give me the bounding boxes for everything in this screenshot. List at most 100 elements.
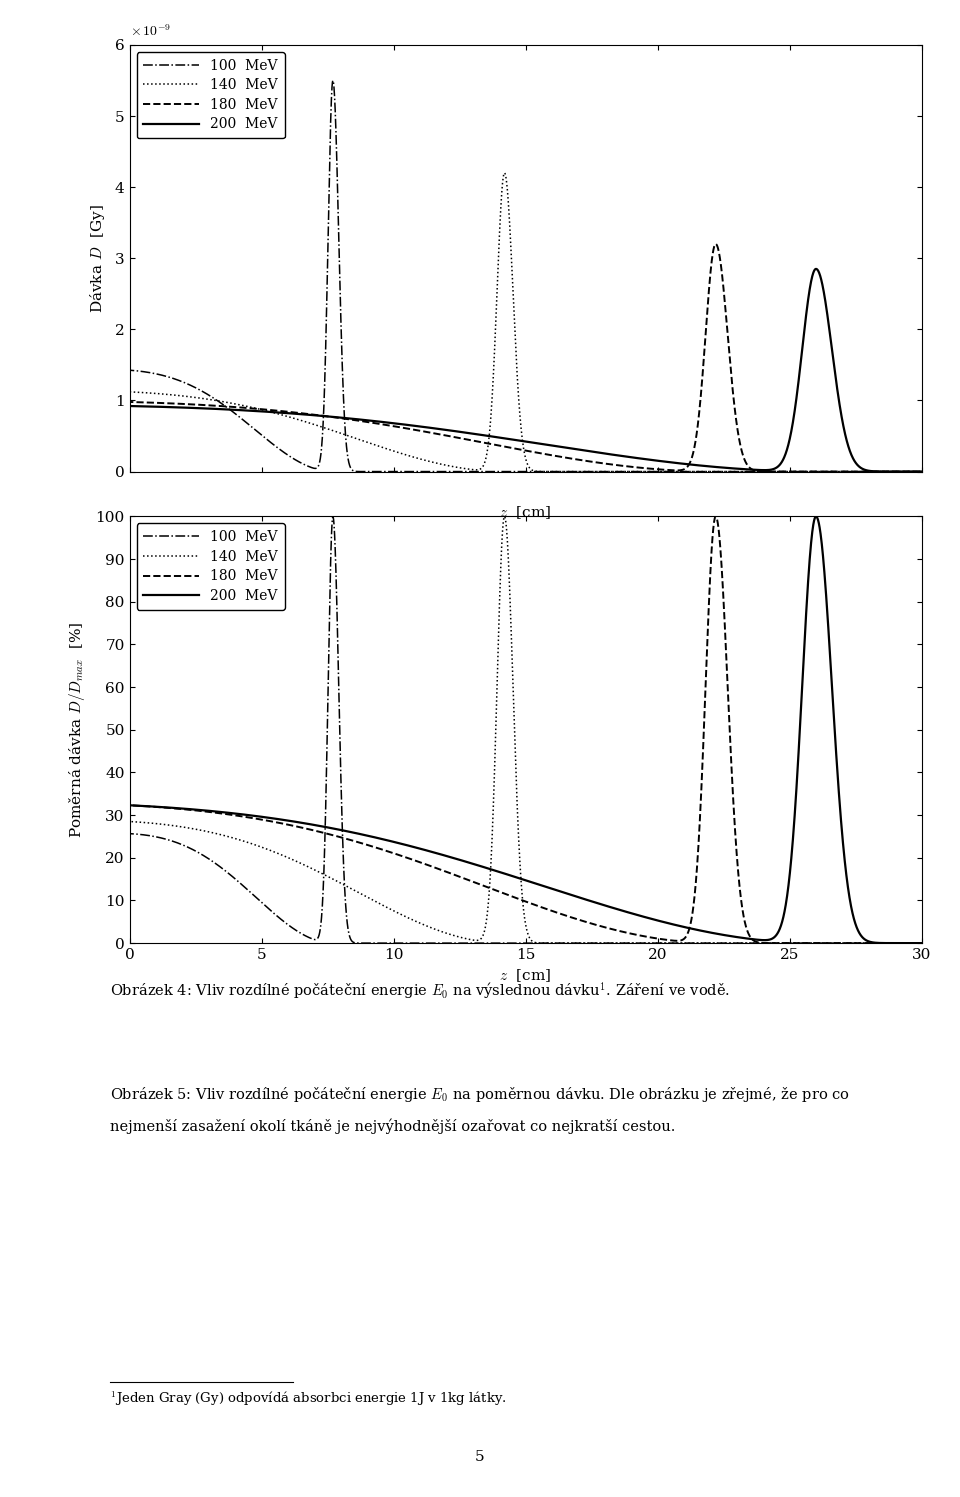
180  MeV bbox=[124, 789, 135, 807]
Y-axis label: Dávka $D$  [Gy]: Dávka $D$ [Gy] bbox=[87, 204, 107, 313]
100  MeV bbox=[500, 463, 512, 481]
100  MeV bbox=[356, 463, 368, 481]
100  MeV bbox=[124, 356, 135, 374]
100  MeV bbox=[700, 934, 711, 952]
X-axis label: $z$  [cm]: $z$ [cm] bbox=[499, 967, 552, 984]
200  MeV bbox=[852, 457, 864, 475]
140  MeV bbox=[457, 928, 468, 946]
100  MeV bbox=[916, 934, 927, 952]
Line: 100  MeV: 100 MeV bbox=[130, 516, 922, 943]
180  MeV bbox=[463, 431, 474, 449]
140  MeV bbox=[500, 169, 512, 187]
180  MeV bbox=[709, 235, 721, 253]
140  MeV bbox=[700, 463, 711, 481]
200  MeV bbox=[124, 394, 135, 412]
140  MeV bbox=[500, 515, 512, 533]
180  MeV bbox=[852, 934, 864, 952]
Line: 200  MeV: 200 MeV bbox=[130, 269, 922, 472]
140  MeV bbox=[499, 507, 511, 525]
200  MeV bbox=[699, 457, 710, 475]
100  MeV bbox=[852, 934, 864, 952]
100  MeV bbox=[892, 463, 903, 481]
Text: $z$  [cm]: $z$ [cm] bbox=[499, 504, 552, 521]
140  MeV bbox=[541, 934, 553, 952]
140  MeV bbox=[916, 463, 927, 481]
140  MeV bbox=[852, 463, 864, 481]
200  MeV bbox=[852, 922, 864, 940]
Text: $^1$Jeden Gray (Gy) odpovídá absorbci energie 1J v 1kg látky.: $^1$Jeden Gray (Gy) odpovídá absorbci en… bbox=[110, 1389, 507, 1407]
200  MeV bbox=[892, 463, 903, 481]
100  MeV bbox=[916, 463, 927, 481]
100  MeV bbox=[124, 819, 135, 837]
140  MeV bbox=[892, 463, 903, 481]
140  MeV bbox=[124, 805, 135, 823]
140  MeV bbox=[124, 379, 135, 397]
100  MeV bbox=[892, 934, 903, 952]
180  MeV bbox=[500, 439, 512, 457]
200  MeV bbox=[463, 853, 474, 871]
100  MeV bbox=[464, 463, 475, 481]
180  MeV bbox=[500, 885, 512, 903]
200  MeV bbox=[463, 424, 474, 442]
180  MeV bbox=[852, 463, 864, 481]
140  MeV bbox=[499, 165, 511, 183]
100  MeV bbox=[457, 463, 468, 481]
Line: 200  MeV: 200 MeV bbox=[130, 516, 922, 943]
Text: Obrázek 4: Vliv rozdílné počáteční energie $E_0$ na výslednou dávku$^1$. Záření : Obrázek 4: Vliv rozdílné počáteční energ… bbox=[110, 981, 731, 1001]
100  MeV bbox=[457, 934, 468, 952]
Text: Obrázek 5: Vliv rozdílné počáteční energie $E_0$ na poměrnou dávku. Dle obrázku : Obrázek 5: Vliv rozdílné počáteční energ… bbox=[110, 1085, 851, 1105]
180  MeV bbox=[699, 334, 710, 352]
200  MeV bbox=[457, 424, 468, 442]
180  MeV bbox=[770, 463, 781, 481]
200  MeV bbox=[810, 507, 822, 525]
180  MeV bbox=[463, 871, 474, 889]
180  MeV bbox=[699, 693, 710, 711]
140  MeV bbox=[457, 460, 468, 478]
Text: $\times\,10^{-9}$: $\times\,10^{-9}$ bbox=[130, 22, 171, 39]
180  MeV bbox=[457, 430, 468, 448]
100  MeV bbox=[356, 934, 368, 952]
140  MeV bbox=[463, 930, 474, 948]
140  MeV bbox=[852, 934, 864, 952]
100  MeV bbox=[327, 507, 339, 525]
200  MeV bbox=[124, 789, 135, 807]
180  MeV bbox=[916, 934, 927, 952]
200  MeV bbox=[892, 934, 903, 952]
140  MeV bbox=[916, 934, 927, 952]
Line: 100  MeV: 100 MeV bbox=[130, 81, 922, 472]
180  MeV bbox=[124, 389, 135, 407]
180  MeV bbox=[892, 463, 903, 481]
100  MeV bbox=[500, 934, 512, 952]
Text: nejmenší zasažení okolí tkáně je nejvýhodnější ozařovat co nejkratší cestou.: nejmenší zasažení okolí tkáně je nejvýho… bbox=[110, 1118, 676, 1133]
200  MeV bbox=[500, 865, 512, 883]
200  MeV bbox=[810, 260, 822, 278]
140  MeV bbox=[541, 463, 553, 481]
100  MeV bbox=[852, 463, 864, 481]
Line: 180  MeV: 180 MeV bbox=[130, 516, 922, 943]
180  MeV bbox=[916, 463, 927, 481]
Line: 180  MeV: 180 MeV bbox=[130, 244, 922, 472]
140  MeV bbox=[892, 934, 903, 952]
100  MeV bbox=[464, 934, 475, 952]
180  MeV bbox=[770, 934, 781, 952]
100  MeV bbox=[327, 72, 339, 90]
Text: 5: 5 bbox=[475, 1451, 485, 1464]
Legend: 100  MeV, 140  MeV, 180  MeV, 200  MeV: 100 MeV, 140 MeV, 180 MeV, 200 MeV bbox=[136, 52, 285, 138]
140  MeV bbox=[463, 460, 474, 478]
200  MeV bbox=[500, 430, 512, 448]
100  MeV bbox=[700, 463, 711, 481]
200  MeV bbox=[890, 934, 901, 952]
200  MeV bbox=[916, 934, 927, 952]
200  MeV bbox=[457, 852, 468, 870]
140  MeV bbox=[700, 934, 711, 952]
Legend: 100  MeV, 140  MeV, 180  MeV, 200  MeV: 100 MeV, 140 MeV, 180 MeV, 200 MeV bbox=[136, 524, 285, 609]
180  MeV bbox=[709, 507, 721, 525]
Y-axis label: Poměrná dávka $D/D_{max}$  [%]: Poměrná dávka $D/D_{max}$ [%] bbox=[67, 621, 87, 838]
180  MeV bbox=[892, 934, 903, 952]
200  MeV bbox=[890, 463, 901, 481]
Line: 140  MeV: 140 MeV bbox=[130, 516, 922, 943]
180  MeV bbox=[457, 868, 468, 886]
200  MeV bbox=[699, 922, 710, 940]
Line: 140  MeV: 140 MeV bbox=[130, 174, 922, 472]
200  MeV bbox=[916, 463, 927, 481]
